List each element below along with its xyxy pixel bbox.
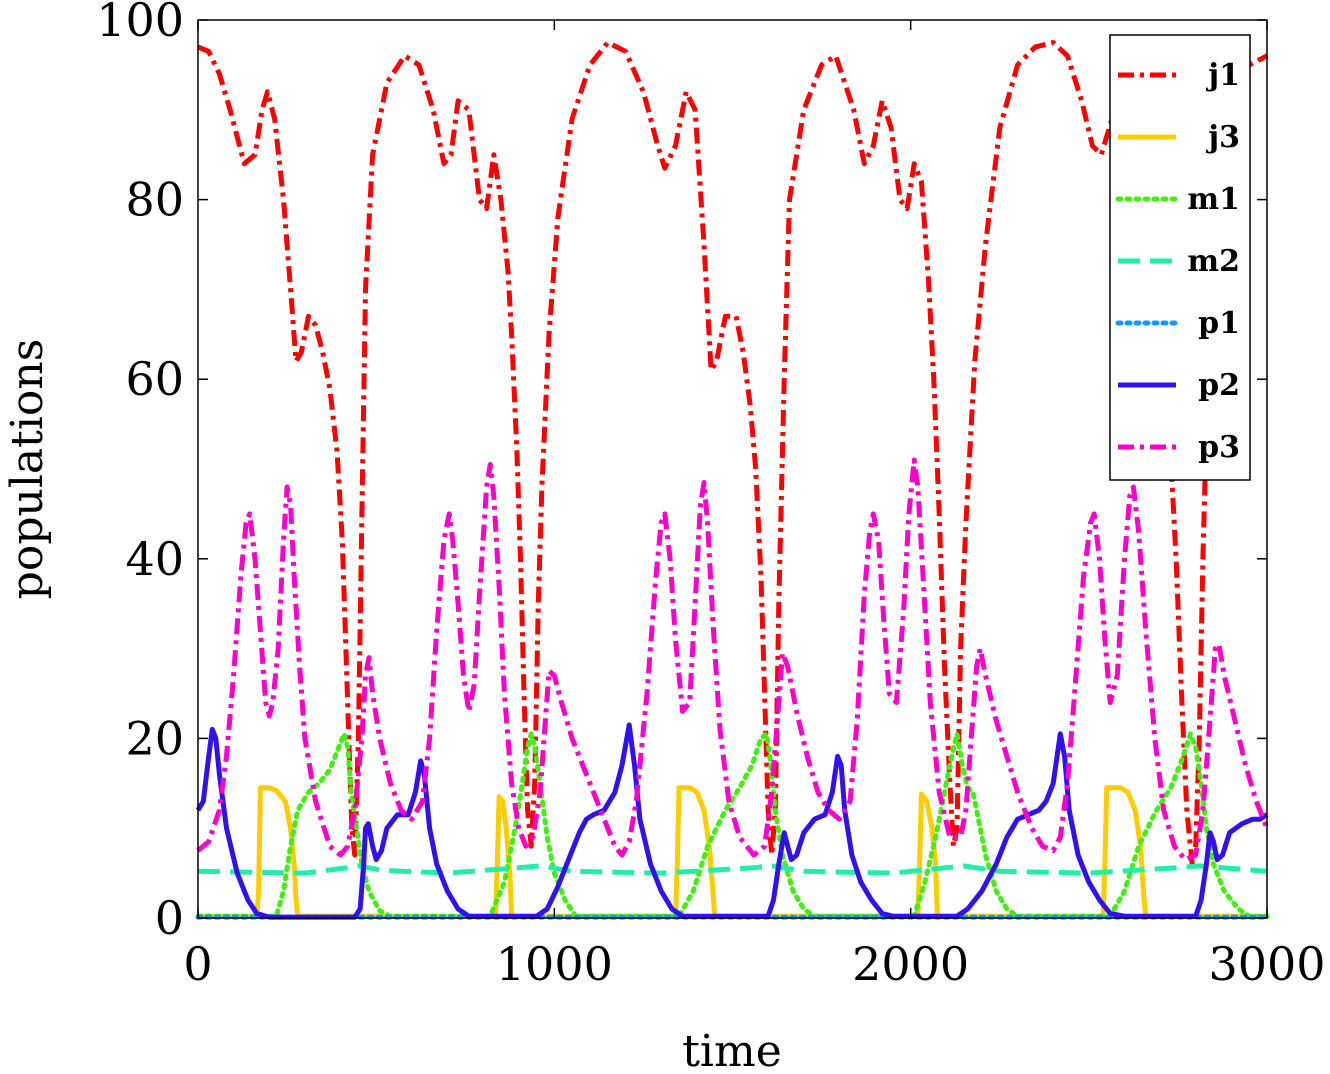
series-line-j1: [197, 40, 1269, 867]
y-tick-label: 20: [125, 711, 184, 765]
x-tick-label: 0: [183, 937, 212, 991]
y-tick-label: 0: [155, 891, 184, 945]
y-tick-label: 80: [125, 173, 184, 227]
tick-layer: 0 1000 2000 3000 0 20 40 60 80 100: [96, 0, 1325, 991]
legend-label-p1: p1: [1198, 306, 1240, 341]
legend: j1 j3 m1 m2 p1 p2 p3: [1109, 34, 1251, 481]
x-tick-label: 1000: [496, 937, 613, 991]
y-axis-label: populations: [2, 339, 53, 600]
series-line-m1: [195, 731, 1270, 919]
series-line-p3: [196, 457, 1270, 863]
legend-label-j3: j3: [1205, 120, 1240, 155]
legend-label-p3: p3: [1198, 430, 1240, 465]
legend-label-m2: m2: [1187, 244, 1240, 279]
series-line-m2: [197, 863, 1268, 876]
plot-frame: [197, 19, 1268, 919]
y-tick-label: 100: [96, 0, 184, 47]
y-tick-label: 60: [125, 352, 184, 406]
y-tick-label: 40: [125, 532, 184, 586]
series-layer: [195, 40, 1270, 920]
series-line-p2: [195, 722, 1269, 920]
legend-label-j1: j1: [1205, 58, 1240, 93]
x-tick-label: 3000: [1208, 937, 1325, 991]
legend-box: [1109, 34, 1251, 481]
x-tick-label: 2000: [852, 937, 969, 991]
x-axis-label: time: [682, 1026, 782, 1074]
legend-label-m1: m1: [1187, 182, 1240, 217]
legend-label-p2: p2: [1198, 368, 1240, 403]
